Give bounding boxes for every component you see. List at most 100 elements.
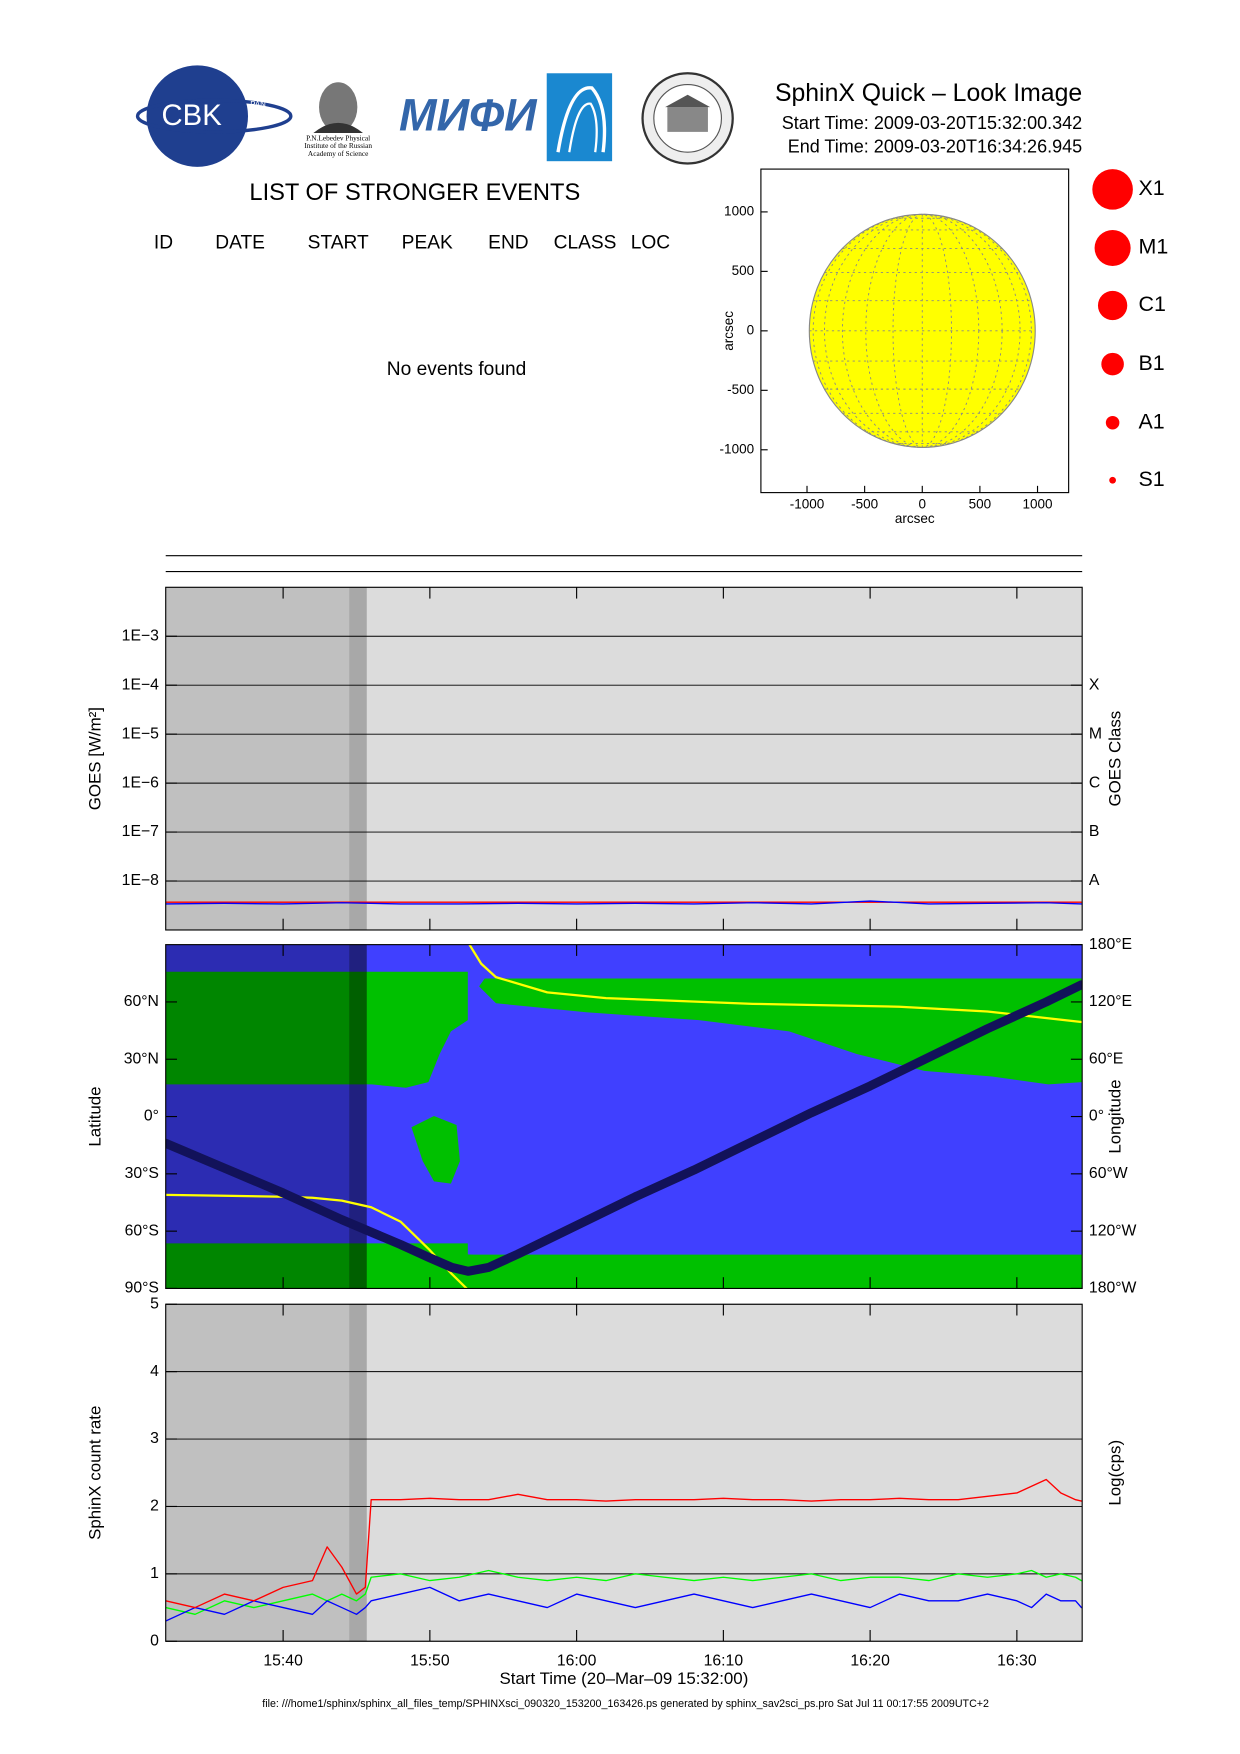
y-tick-label: 1E−4	[122, 676, 159, 693]
y2-tick-label: M	[1089, 725, 1102, 742]
shaded-interval	[165, 944, 350, 1289]
shaded-interval	[349, 1304, 367, 1642]
y-tick-label: 90°S	[125, 1280, 159, 1297]
logo-ring	[135, 98, 293, 134]
plot-area	[165, 587, 1083, 930]
class-marker	[1094, 229, 1131, 267]
y2-tick-label: 0°	[1089, 1108, 1104, 1125]
shaded-interval	[349, 944, 367, 1289]
y2-tick-label: 60°E	[1089, 1050, 1123, 1067]
seal-roof	[665, 94, 711, 108]
logo-text: МИФИ	[399, 89, 538, 140]
y2-tick-label: 180°W	[1089, 1280, 1137, 1297]
track-line	[165, 980, 1083, 1276]
y-tick-label: 4	[150, 1363, 159, 1380]
portrait	[319, 82, 358, 132]
y-tick-label: 1E−5	[122, 725, 159, 742]
y-axis-label: Latitude	[85, 1086, 104, 1146]
y-tick-label: 5	[150, 1295, 159, 1312]
x-tick-label: 16:10	[704, 1653, 744, 1670]
x-tick-label: 15:50	[410, 1653, 450, 1670]
portrait-body	[313, 122, 363, 134]
class-label: B1	[1139, 351, 1165, 375]
logo-arc-line	[568, 102, 598, 153]
y-tick-label: -1000	[720, 441, 755, 456]
data-line	[165, 1478, 1083, 1609]
land	[165, 971, 468, 1088]
y-tick-label: 0°	[144, 1108, 159, 1125]
y-tick-label: 2	[150, 1498, 159, 1515]
class-label: C1	[1139, 292, 1166, 316]
class-marker	[1105, 415, 1120, 430]
y-tick-label: 60°S	[125, 1222, 159, 1239]
column-header: DATE	[215, 233, 265, 254]
y2-tick-label: A	[1089, 872, 1100, 889]
class-marker	[1109, 476, 1116, 484]
class-marker	[1097, 290, 1128, 321]
land	[411, 1115, 460, 1184]
column-header: CLASS	[554, 233, 617, 254]
plot-area	[165, 1304, 1083, 1642]
y-tick-label: 1E−8	[122, 872, 159, 889]
footer: file: ///home1/sphinx/sphinx_all_files_t…	[262, 1698, 989, 1710]
logo-mifi: МИФИ	[399, 89, 538, 140]
y-tick-label: 0	[150, 1632, 159, 1649]
column-header: ID	[154, 233, 173, 254]
y2-tick-label: B	[1089, 823, 1100, 840]
logo-text: Academy of Science	[308, 149, 369, 158]
shaded-interval	[165, 1304, 350, 1642]
y-tick-label: 30°N	[124, 1050, 159, 1067]
logo-text: Institute of the Russian	[304, 141, 372, 150]
logo-arc-line	[556, 86, 607, 153]
class-marker	[1101, 352, 1124, 376]
column-header: PEAK	[402, 233, 453, 254]
logo-text: P.N.Lebedev Physical	[306, 133, 370, 142]
x-tick-label: 0	[919, 497, 927, 512]
page-title: SphinX Quick – Look Image	[775, 80, 1082, 107]
class-label: M1	[1139, 235, 1169, 259]
y-tick-label: 1	[150, 1565, 159, 1582]
data-line	[165, 1569, 1083, 1615]
x-axis-label: arcsec	[895, 511, 935, 526]
y-tick-label: -500	[727, 382, 754, 397]
x-tick-label: 15:40	[263, 1653, 303, 1670]
y-tick-label: 3	[150, 1430, 159, 1447]
end-time: End Time: 2009-03-20T16:34:26.945	[788, 136, 1082, 156]
x-tick-label: 16:00	[557, 1653, 597, 1670]
y-tick-label: 1E−6	[122, 774, 159, 791]
y-tick-label: 500	[732, 263, 755, 278]
start-time: Start Time: 2009-03-20T15:32:00.342	[782, 113, 1082, 133]
x-tick-label: 500	[969, 497, 992, 512]
y-axis-label: SphinX count rate	[85, 1406, 104, 1540]
logo-subtext: PAN	[250, 100, 266, 109]
class-label: A1	[1139, 409, 1165, 433]
y2-tick-label: X	[1089, 676, 1100, 693]
logo-arc	[546, 73, 613, 162]
y2-tick-label: 180°E	[1089, 936, 1132, 953]
events-message: No events found	[387, 359, 527, 380]
y-tick-label: 0	[747, 322, 755, 337]
column-header: START	[308, 233, 369, 254]
events-title: LIST OF STRONGER EVENTS	[249, 180, 580, 206]
column-header: LOC	[631, 233, 671, 254]
x-tick-label: -1000	[790, 497, 825, 512]
y2-axis-label: Longitude	[1105, 1079, 1124, 1153]
y-tick-label: 1E−3	[122, 627, 159, 644]
x-tick-label: 16:20	[850, 1653, 890, 1670]
shaded-interval	[349, 587, 367, 930]
y2-tick-label: 60°W	[1089, 1165, 1128, 1182]
logo-text: CBK	[162, 99, 223, 132]
y-axis-label: GOES [W/m²]	[85, 707, 104, 810]
class-marker	[1092, 169, 1133, 210]
y2-axis-label: GOES Class	[1105, 711, 1124, 807]
y-tick-label: 1000	[724, 203, 754, 218]
x-axis-label: Start Time (20–Mar–09 15:32:00)	[500, 1669, 749, 1688]
plot-area	[165, 944, 1083, 1289]
class-label: S1	[1139, 467, 1165, 491]
x-tick-label: 1000	[1022, 497, 1052, 512]
y2-tick-label: C	[1089, 774, 1100, 791]
logo-lebedev: P.N.Lebedev Physical Institute of the Ru…	[304, 82, 372, 158]
y2-axis-label: Log(cps)	[1105, 1440, 1124, 1506]
class-label: X1	[1139, 176, 1165, 200]
